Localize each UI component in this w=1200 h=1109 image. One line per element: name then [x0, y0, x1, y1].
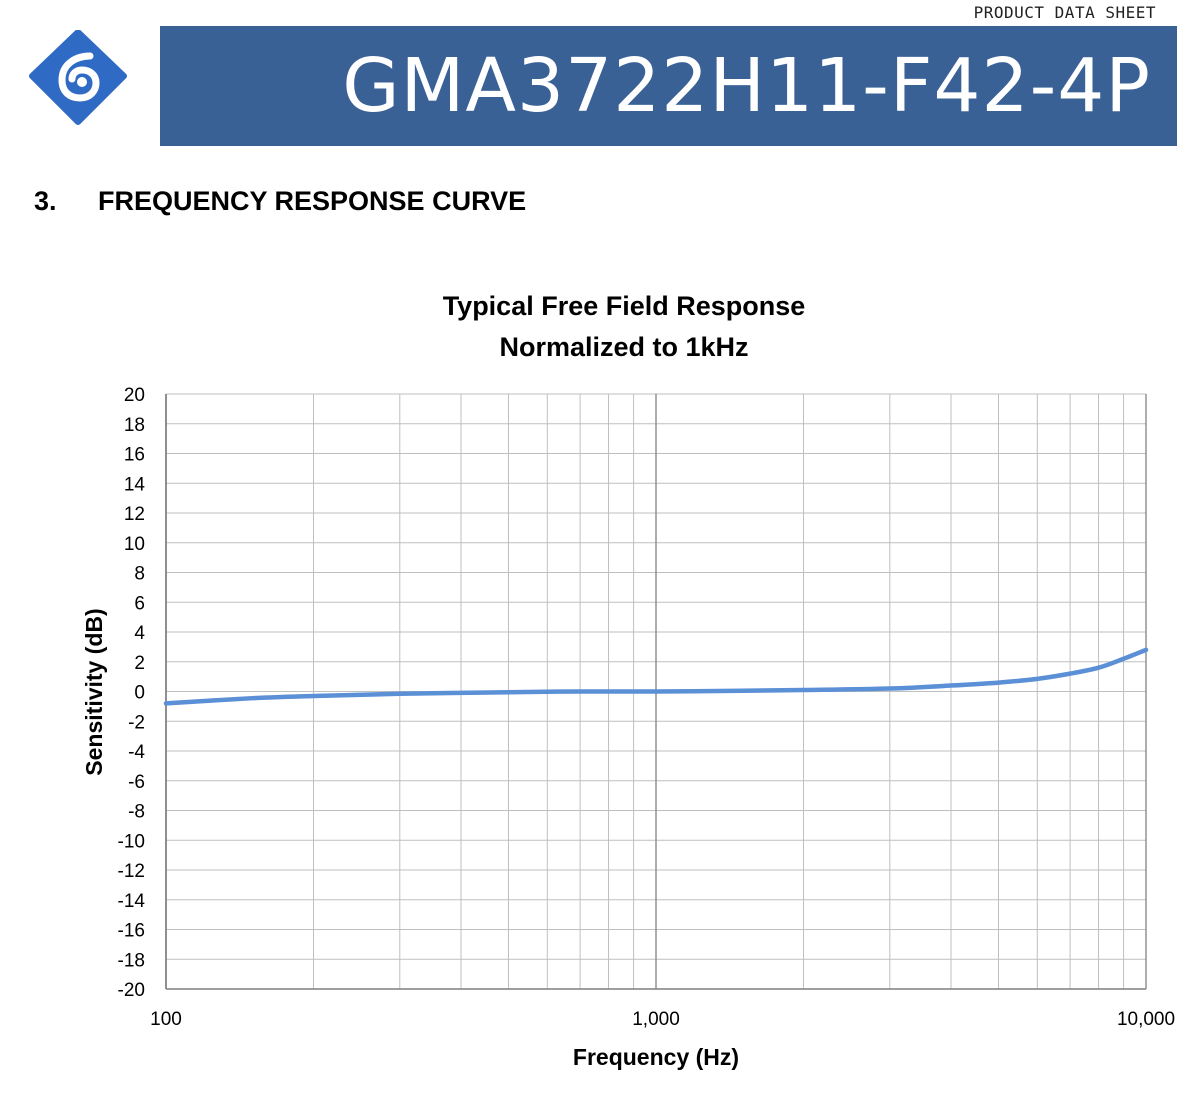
chart-series [163, 647, 1149, 706]
title-banner: GMA3722H11-F42-4P [160, 26, 1177, 146]
y-tick-label: 12 [124, 504, 145, 525]
y-tick-label: 16 [124, 445, 145, 466]
y-tick-label: -4 [128, 742, 145, 763]
y-tick-label: 14 [124, 474, 146, 495]
x-tick-label: 1,000 [632, 1009, 680, 1030]
y-tick-label: -18 [118, 950, 145, 971]
x-tick-label: 10,000 [1117, 1009, 1175, 1030]
y-tick-label: -16 [118, 921, 145, 942]
y-tick-label: -6 [128, 772, 145, 793]
y-axis-ticks: -20-18-16-14-12-10-8-6-4-202468101214161… [118, 385, 146, 1001]
y-tick-label: -10 [118, 831, 145, 852]
y-tick-label: 20 [124, 385, 145, 406]
y-tick-label: 2 [134, 653, 145, 674]
section-heading: 3. FREQUENCY RESPONSE CURVE [34, 186, 526, 217]
section-number: 3. [34, 186, 57, 216]
chart-grid [165, 393, 1147, 990]
series-line [163, 647, 1149, 706]
company-logo-icon [29, 30, 127, 125]
x-axis-ticks: 100 1,000 10,000 [150, 1009, 1175, 1030]
y-tick-label: -12 [118, 861, 145, 882]
chart-title: Typical Free Field Response [443, 291, 806, 321]
frequency-response-chart: -20-18-16-14-12-10-8-6-4-202468101214161… [81, 291, 1175, 1070]
y-tick-label: 8 [134, 564, 145, 585]
y-axis-label: Sensitivity (dB) [81, 608, 107, 775]
y-tick-label: 6 [134, 593, 145, 614]
x-tick-label: 100 [150, 1009, 182, 1030]
chart-subtitle: Normalized to 1kHz [499, 332, 748, 362]
y-tick-label: -8 [128, 802, 145, 823]
y-tick-label: 4 [134, 623, 145, 644]
document-type-label: PRODUCT DATA SHEET [973, 3, 1156, 22]
section-title: FREQUENCY RESPONSE CURVE [98, 186, 527, 216]
x-axis-label: Frequency (Hz) [573, 1044, 739, 1070]
y-tick-label: 10 [124, 534, 145, 555]
y-tick-label: -2 [128, 712, 145, 733]
y-tick-label: -20 [118, 980, 145, 1001]
y-tick-label: 18 [124, 415, 145, 436]
part-number-title: GMA3722H11-F42-4P [342, 43, 1151, 129]
y-tick-label: 0 [134, 683, 145, 704]
y-tick-label: -14 [118, 891, 146, 912]
